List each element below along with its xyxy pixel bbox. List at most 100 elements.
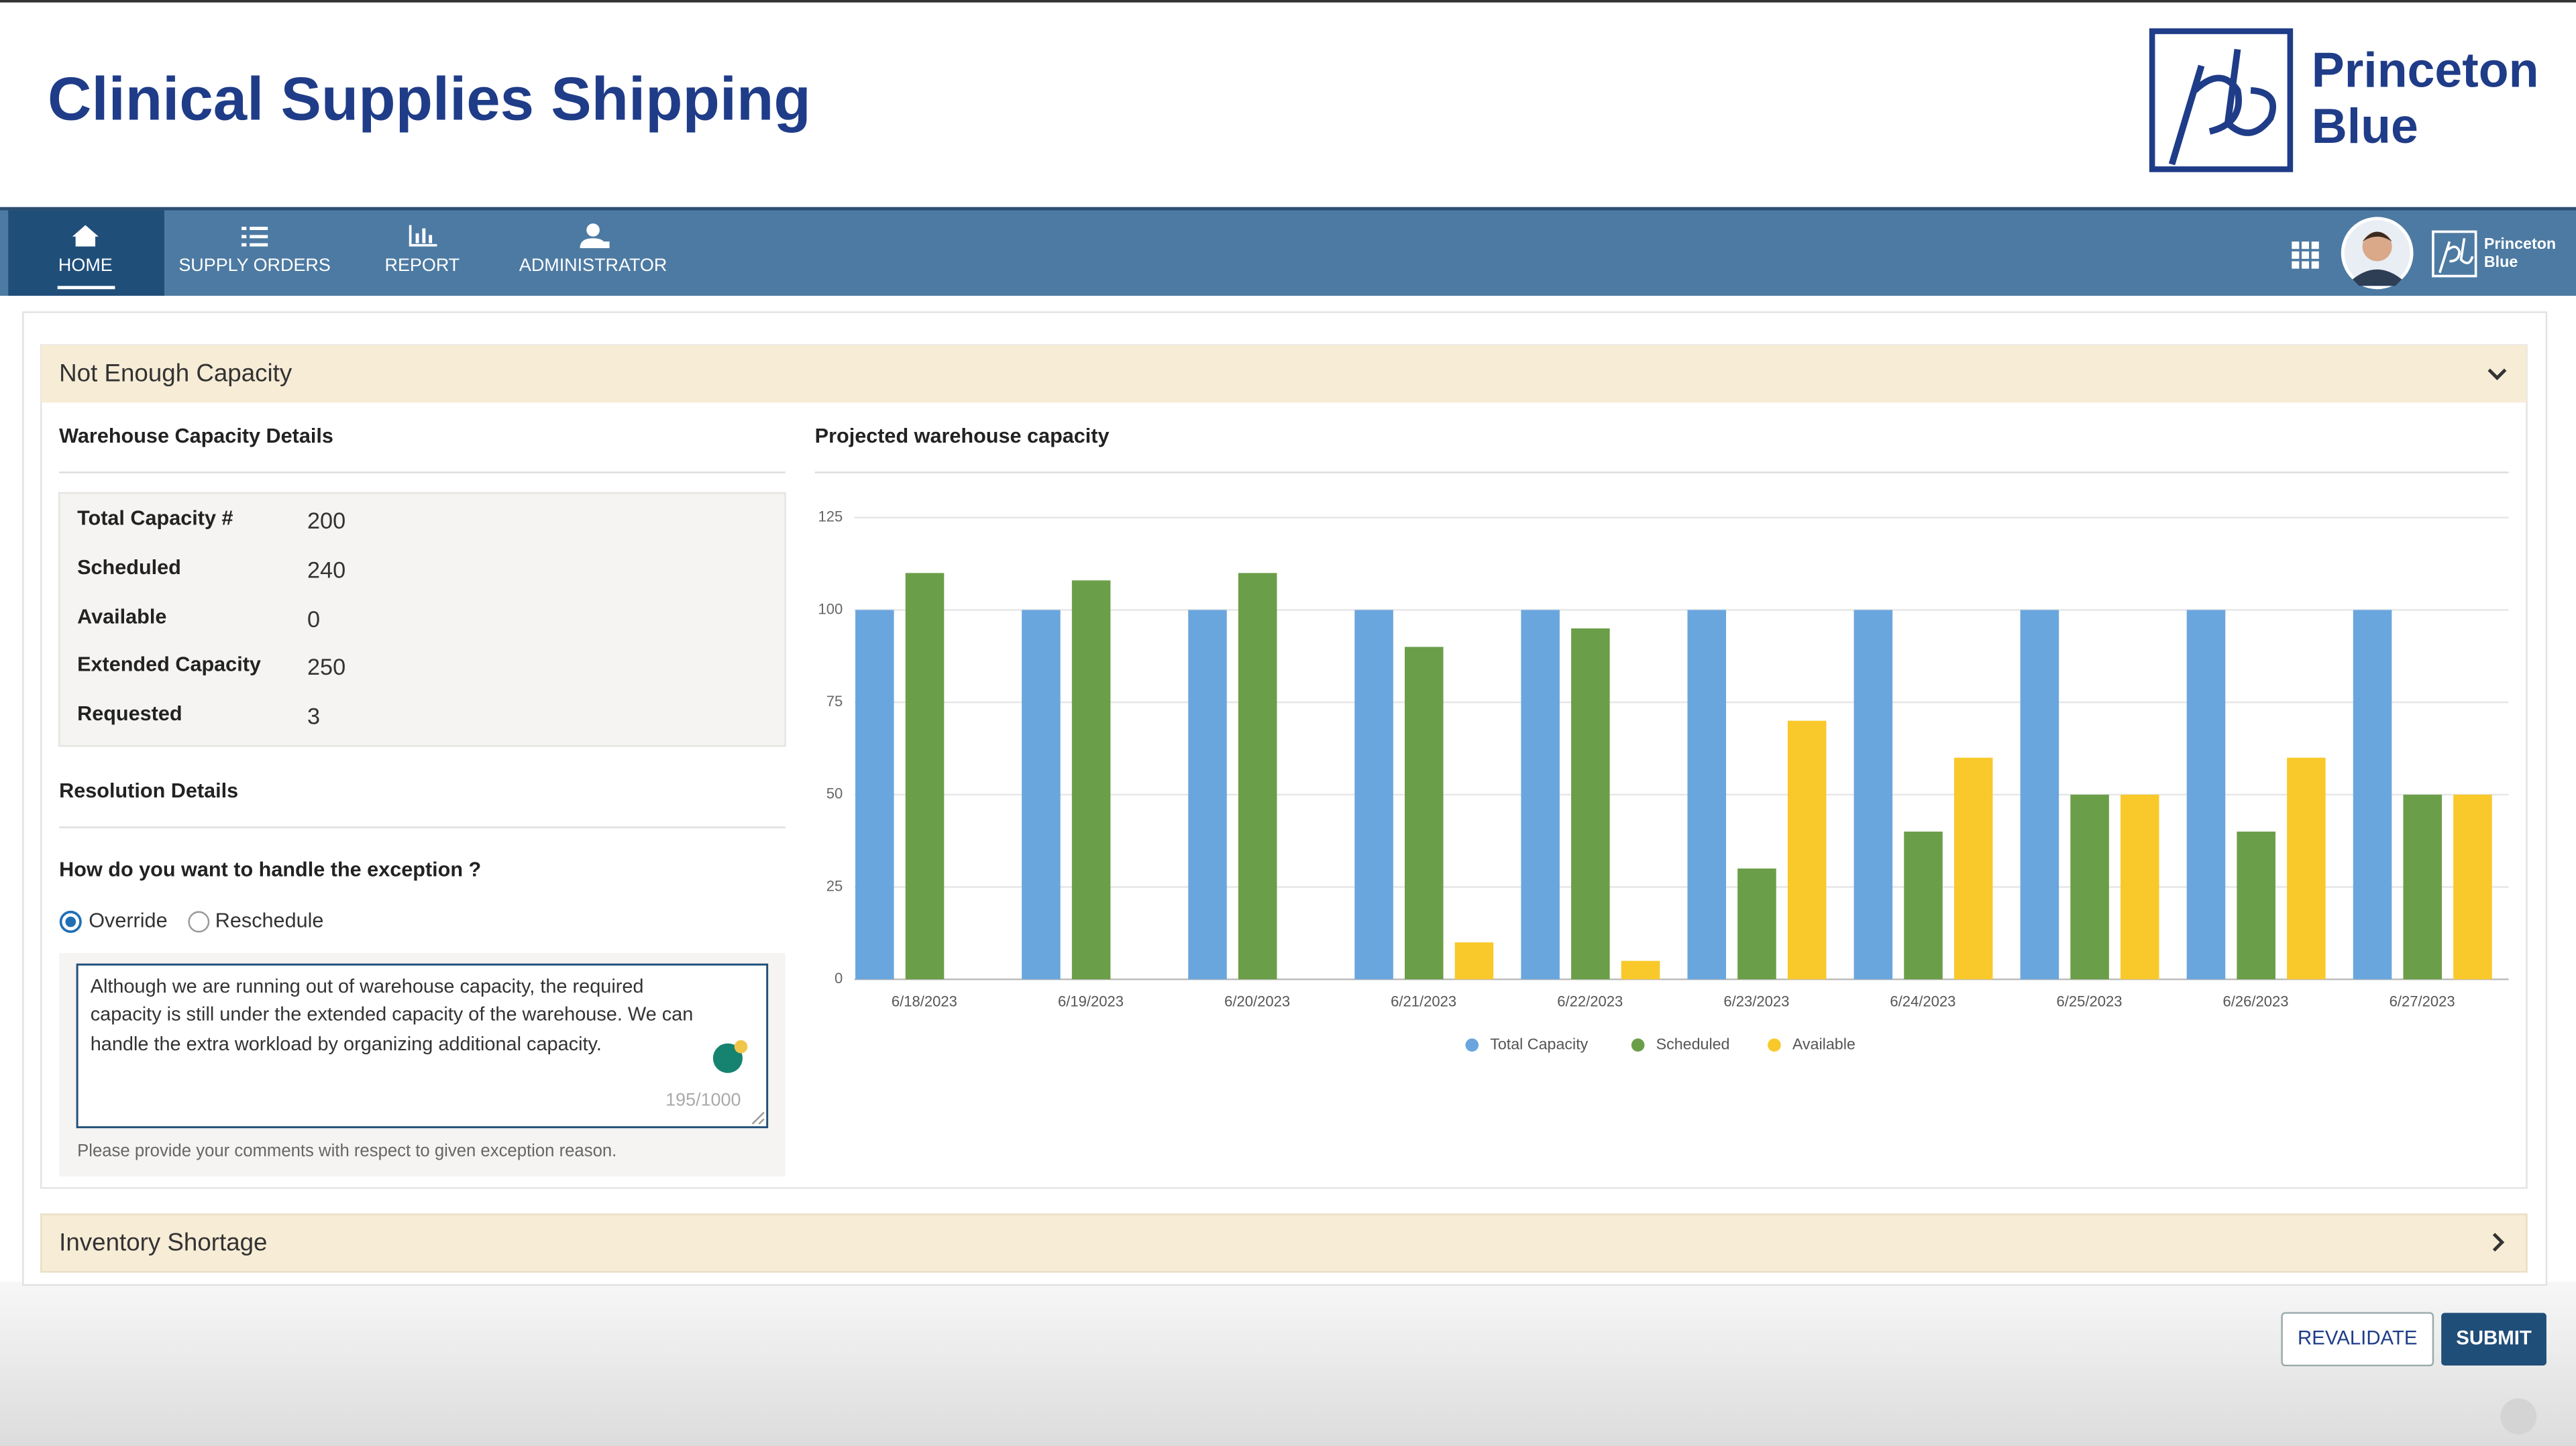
apps-icon-cell[interactable] xyxy=(2302,241,2310,249)
assistant-badge xyxy=(734,1040,748,1054)
bar xyxy=(1571,628,1610,980)
section-title: Resolution Details xyxy=(59,779,238,802)
nav-item[interactable]: ADMINISTRATOR xyxy=(519,255,667,275)
detail-value: 200 xyxy=(307,508,345,534)
detail-value: 0 xyxy=(307,607,320,632)
x-tick-label: 6/19/2023 xyxy=(1058,993,1124,1009)
panel-title[interactable]: Inventory Shortage xyxy=(59,1228,267,1256)
list-icon xyxy=(241,227,268,247)
y-tick-label: 0 xyxy=(835,970,843,987)
nav-underline xyxy=(57,286,115,290)
legend-label: Available xyxy=(1792,1035,1856,1052)
y-tick-label: 75 xyxy=(826,693,843,710)
x-tick-label: 6/20/2023 xyxy=(1224,993,1290,1009)
button[interactable] xyxy=(2281,1312,2434,1367)
apps-icon-cell[interactable] xyxy=(2311,261,2319,269)
nav-item[interactable]: HOME xyxy=(58,255,113,275)
bar xyxy=(1904,831,1943,980)
radio-label[interactable]: Reschedule xyxy=(215,909,324,932)
logo-text: Blue xyxy=(2312,98,2418,154)
legend-swatch xyxy=(1768,1038,1781,1052)
nav-top-line xyxy=(0,207,2576,211)
x-tick-label: 6/27/2023 xyxy=(2390,993,2455,1009)
panel-header[interactable] xyxy=(40,1213,2528,1273)
apps-icon-cell[interactable] xyxy=(2311,251,2319,259)
details-box xyxy=(58,492,786,747)
chevron-down[interactable] xyxy=(2487,368,2507,380)
button[interactable] xyxy=(2441,1313,2546,1366)
button-label[interactable]: SUBMIT xyxy=(2456,1327,2532,1349)
bar xyxy=(2353,610,2392,980)
nav-item[interactable]: SUPPLY ORDERS xyxy=(178,255,331,275)
legend-swatch xyxy=(1465,1038,1479,1052)
logo-text: Princeton xyxy=(2312,42,2539,98)
home-icon xyxy=(72,225,99,247)
radio[interactable] xyxy=(188,911,210,933)
brand-mark xyxy=(2438,237,2474,274)
brand-text: Princeton xyxy=(2484,235,2556,252)
apps-icon-cell[interactable] xyxy=(2302,251,2310,259)
brand-text: Blue xyxy=(2484,253,2518,270)
y-tick-label: 25 xyxy=(826,877,843,894)
radio-dot[interactable] xyxy=(65,916,76,928)
footer-area xyxy=(0,1282,2576,1446)
bar xyxy=(1354,610,1393,980)
panel-title[interactable]: Not Enough Capacity xyxy=(59,359,292,386)
apps-icon-cell[interactable] xyxy=(2302,261,2310,269)
chart-title: Projected warehouse capacity xyxy=(815,425,1110,447)
apps-icon-cell[interactable] xyxy=(2292,241,2300,249)
chevron-right[interactable] xyxy=(2492,1233,2505,1252)
nav-active xyxy=(8,210,164,296)
bar xyxy=(1405,647,1444,980)
char-counter: 195/1000 xyxy=(665,1090,741,1110)
button-label[interactable]: REVALIDATE xyxy=(2298,1327,2417,1349)
apps-icon-cell[interactable] xyxy=(2292,251,2300,259)
bar xyxy=(1071,580,1111,980)
hint: Please provide your comments with respec… xyxy=(77,1142,616,1160)
legend-label: Scheduled xyxy=(1656,1035,1730,1052)
report-icon xyxy=(409,225,437,247)
y-tick-label: 125 xyxy=(818,508,843,525)
bar xyxy=(2020,610,2059,980)
y-tick-label: 50 xyxy=(826,785,843,802)
bar xyxy=(1737,868,1776,980)
bar xyxy=(2237,831,2275,980)
resize-handle xyxy=(751,1111,765,1125)
bar xyxy=(1787,720,1827,980)
comment-line[interactable]: handle the extra workload by organizing … xyxy=(91,1034,602,1055)
bar xyxy=(1188,610,1227,980)
bar xyxy=(1521,610,1560,980)
top-edge xyxy=(0,0,2576,3)
comment-box[interactable] xyxy=(76,963,769,1129)
panel-header[interactable] xyxy=(41,345,2527,403)
x-tick-label: 6/24/2023 xyxy=(1890,993,1955,1009)
apps-icon-cell[interactable] xyxy=(2311,241,2319,249)
question: How do you want to handle the exception … xyxy=(59,858,481,881)
detail-value: 250 xyxy=(307,655,345,680)
x-tick-label: 6/21/2023 xyxy=(1391,993,1456,1009)
bar xyxy=(2121,794,2159,980)
bar xyxy=(1687,610,1727,980)
comment-line[interactable]: Although we are running out of warehouse… xyxy=(91,976,644,997)
divider xyxy=(59,471,786,474)
logo-mark xyxy=(2168,48,2277,166)
logo-box xyxy=(2149,28,2294,172)
x-tick-label: 6/26/2023 xyxy=(2223,993,2289,1009)
bar xyxy=(2070,794,2109,980)
bar xyxy=(2287,757,2326,980)
radio-label[interactable]: Override xyxy=(89,909,167,932)
bar xyxy=(2403,794,2443,980)
divider xyxy=(59,826,786,828)
x-tick-label: 6/22/2023 xyxy=(1557,993,1623,1009)
x-tick-label: 6/23/2023 xyxy=(1723,993,1789,1009)
x-tick-label: 6/18/2023 xyxy=(892,993,957,1009)
help-icon[interactable] xyxy=(2500,1398,2537,1435)
comment-line[interactable]: capacity is still under the extended cap… xyxy=(91,1004,694,1025)
nav-item[interactable]: REPORT xyxy=(385,255,460,275)
detail-label: Extended Capacity xyxy=(77,653,261,675)
detail-value: 3 xyxy=(307,704,320,730)
section-title: Warehouse Capacity Details xyxy=(59,425,333,447)
apps-icon-cell[interactable] xyxy=(2292,261,2300,269)
